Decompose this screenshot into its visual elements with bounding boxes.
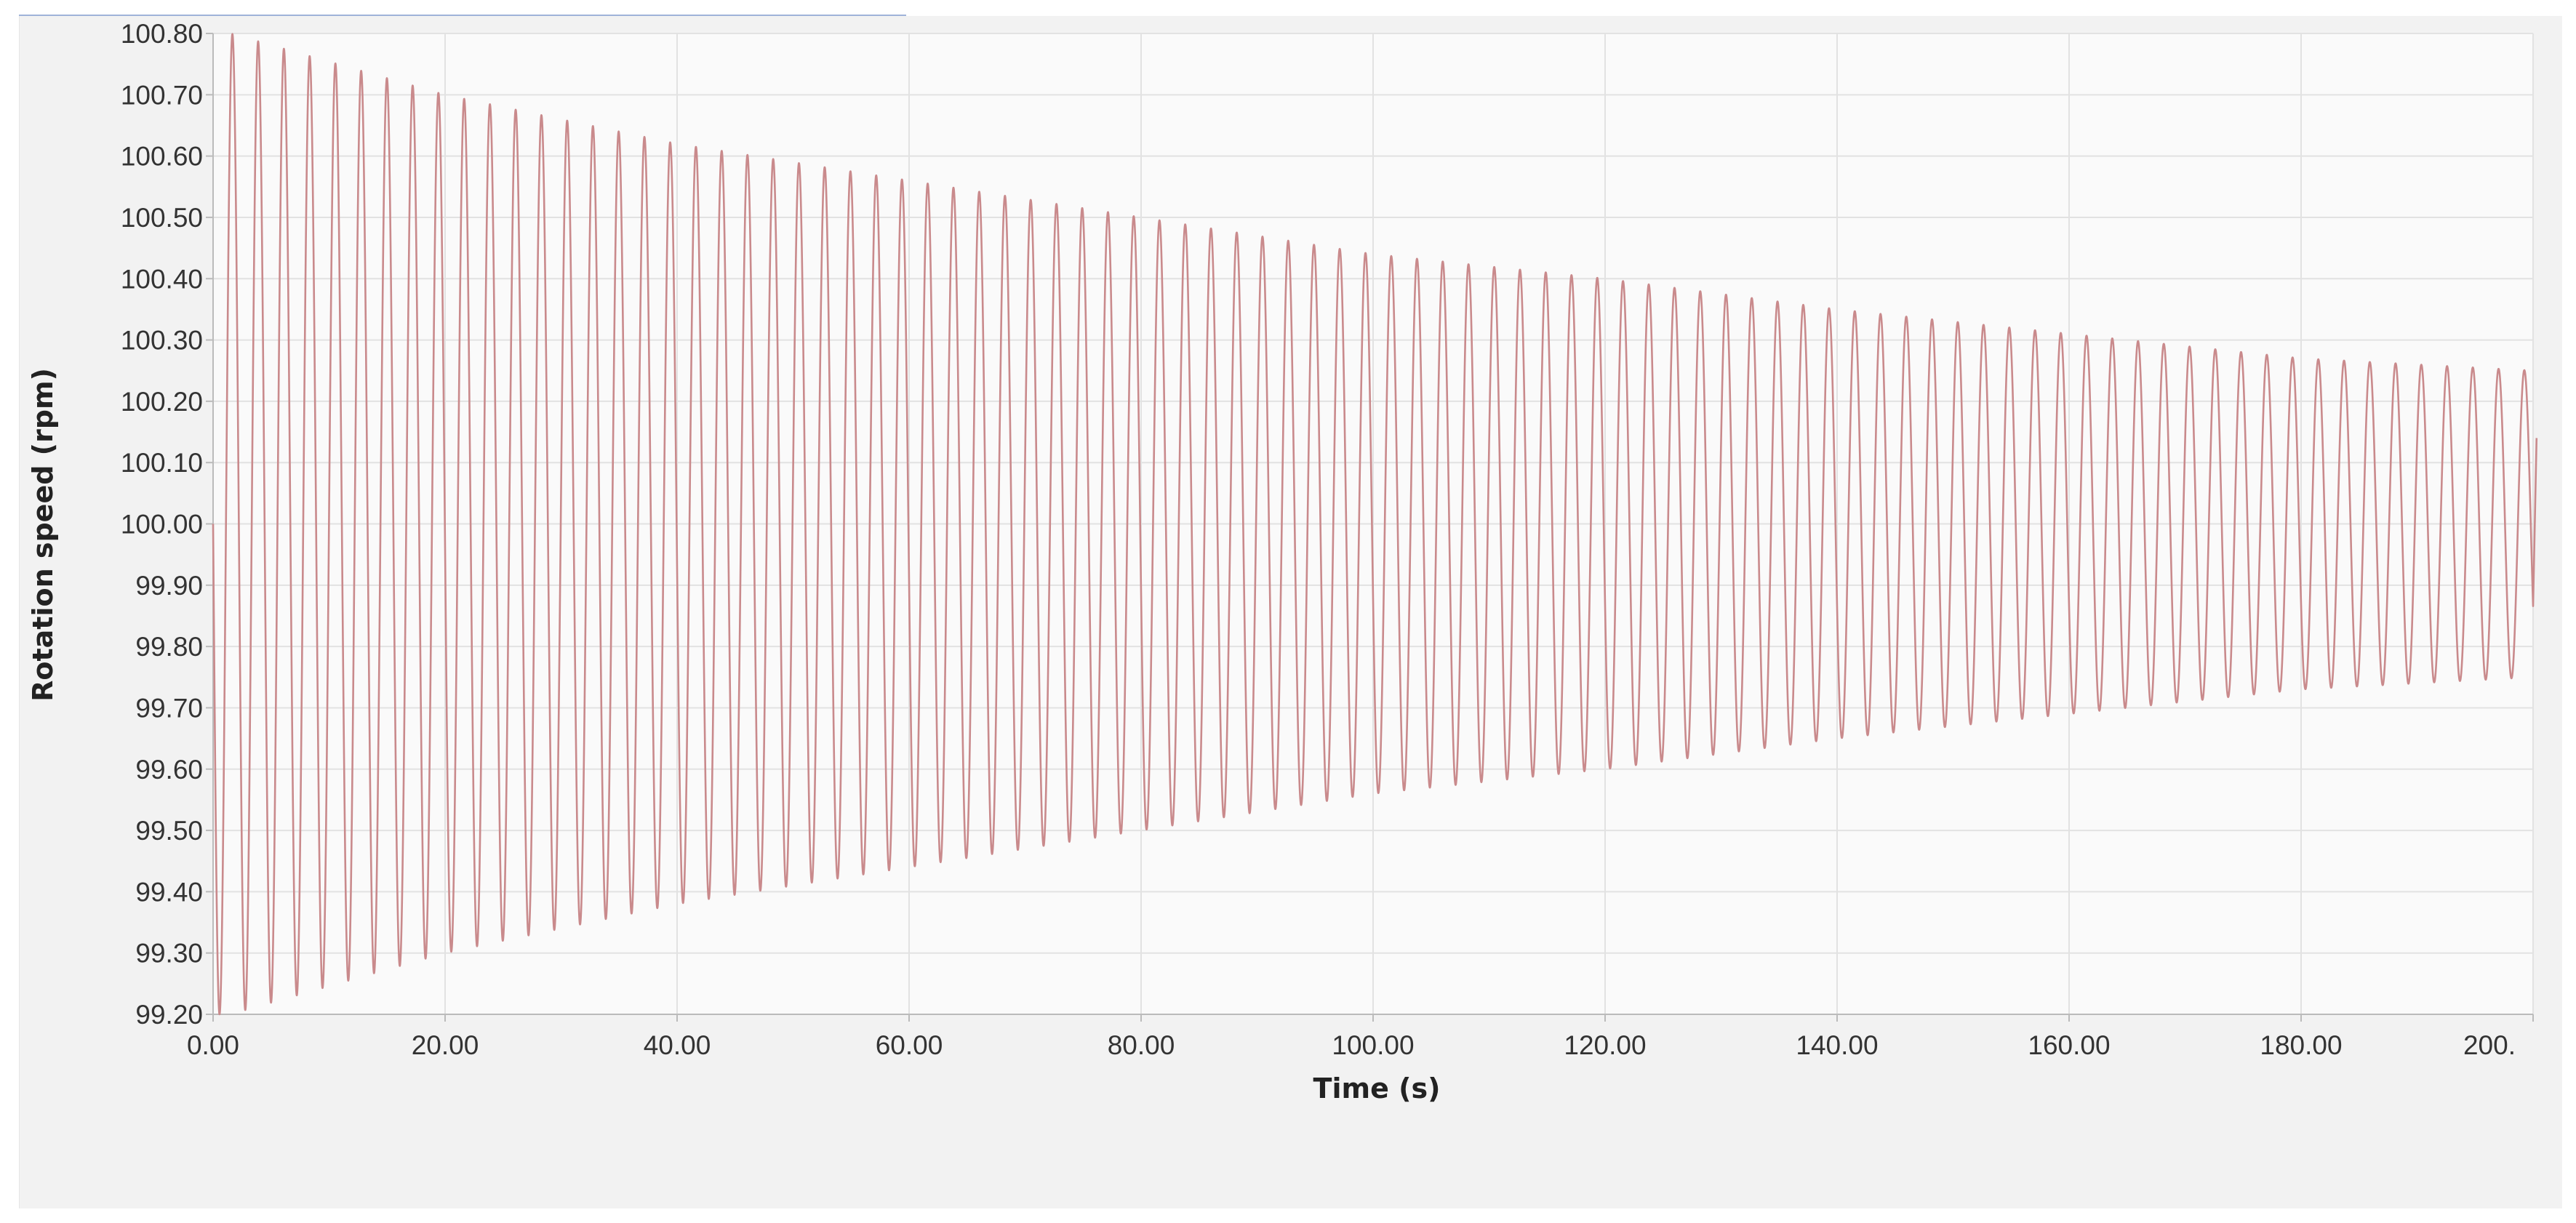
y-tick-label: 100.10 [121, 448, 203, 478]
x-tick-label: 20.00 [412, 1030, 479, 1060]
y-axis-title: Rotation speed (rpm) [27, 368, 59, 702]
y-tick-label: 100.20 [121, 387, 203, 417]
y-tick-label: 100.80 [121, 19, 203, 49]
y-tick-label: 99.40 [135, 877, 203, 907]
y-tick-label: 99.80 [135, 632, 203, 662]
y-tick-label: 99.20 [135, 1000, 203, 1030]
y-tick-label: 99.30 [135, 939, 203, 969]
x-tick-label: 180.00 [2260, 1030, 2342, 1060]
x-tick-label: 160.00 [2028, 1030, 2110, 1060]
x-tick-label: 120.00 [1564, 1030, 1646, 1060]
y-tick-label: 99.70 [135, 693, 203, 723]
y-tick-label: 99.90 [135, 571, 203, 601]
x-axis-title: Time (s) [1313, 1072, 1441, 1104]
x-tick-label: 200. [2463, 1030, 2516, 1060]
x-tick-label: 40.00 [644, 1030, 711, 1060]
y-tick-label: 100.60 [121, 142, 203, 172]
x-tick-label: 100.00 [1332, 1030, 1414, 1060]
x-tick-label: 140.00 [1796, 1030, 1878, 1060]
x-tick-label: 80.00 [1108, 1030, 1175, 1060]
y-tick-label: 100.70 [121, 80, 203, 110]
x-tick-label: 0.00 [187, 1030, 239, 1060]
y-tick-label: 100.40 [121, 264, 203, 294]
series-line-0 [212, 33, 2538, 1016]
tick-labels: 99.20 99.30 99.40 99.50 99.60 99.70 99.80 99.90… [121, 19, 2516, 1060]
y-tick-label: 100.50 [121, 203, 203, 233]
y-tick-label: 100.30 [121, 326, 203, 356]
y-tick-label: 99.60 [135, 755, 203, 785]
y-tick-label: 100.00 [121, 510, 203, 540]
series-layer [212, 33, 2538, 1016]
x-tick-label: 60.00 [876, 1030, 943, 1060]
y-tick-label: 99.50 [135, 816, 203, 846]
